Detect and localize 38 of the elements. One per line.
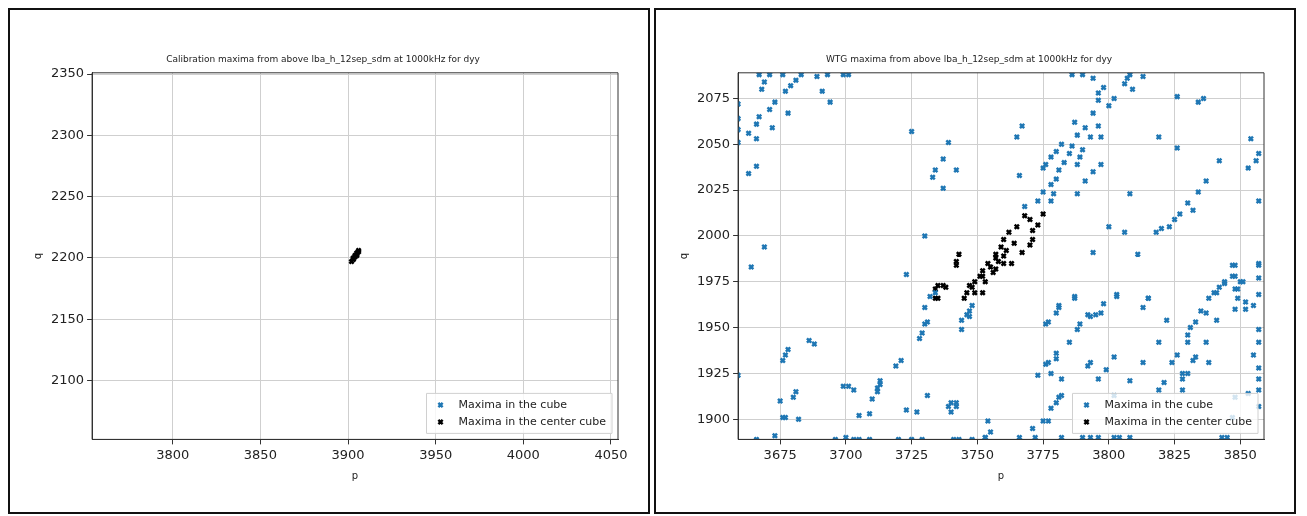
y-tick-label: 2150: [50, 310, 85, 326]
legend-label: Maxima in the center cube: [1104, 414, 1253, 428]
y-tick-label: 2075: [696, 89, 731, 105]
x-tick-label: 3725: [895, 446, 929, 462]
y-axis-title: q: [31, 252, 43, 260]
y-tick-label: 2300: [50, 126, 85, 142]
chart-title: Calibration maxima from above lba_h_12sep_sdm at 1000kHz for dyy: [166, 53, 481, 64]
y-tick-label: 2025: [696, 181, 731, 197]
legend-label: Maxima in the cube: [1104, 397, 1214, 411]
y-axis-title: q: [677, 252, 689, 260]
x-tick-label: 3750: [960, 446, 994, 462]
legend-label: Maxima in the center cube: [458, 414, 607, 428]
x-tick-label: 3775: [1026, 446, 1060, 462]
y-tick-label: 1975: [696, 273, 731, 289]
x-tick-label: 3800: [1092, 446, 1126, 462]
y-tick-label: 2350: [50, 65, 85, 81]
x-tick-label: 3900: [331, 446, 365, 462]
y-tick-label: 1950: [696, 318, 731, 334]
x-tick-label: 3700: [829, 446, 863, 462]
y-tick-label: 1925: [696, 364, 731, 380]
y-tick-label: 2000: [696, 227, 731, 243]
x-tick-label: 3800: [156, 446, 190, 462]
chart-title: WTG maxima from above lba_h_12sep_sdm at 1000kHz for dyy: [825, 53, 1113, 64]
y-tick-label: 2050: [696, 135, 731, 151]
x-tick-label: 4050: [594, 446, 628, 462]
x-tick-label: 4000: [506, 446, 540, 462]
x-axis-title: p: [997, 469, 1005, 481]
legend-label: Maxima in the cube: [458, 397, 568, 411]
y-tick-label: 1900: [696, 410, 731, 426]
y-tick-label: 2200: [50, 249, 85, 265]
x-tick-label: 3675: [763, 446, 797, 462]
x-tick-label: 3850: [1223, 446, 1257, 462]
y-tick-label: 2100: [50, 371, 85, 387]
x-axis-title: p: [351, 469, 359, 481]
x-tick-label: 3950: [419, 446, 453, 462]
x-tick-label: 3850: [243, 446, 277, 462]
x-tick-label: 3825: [1158, 446, 1192, 462]
y-tick-label: 2250: [50, 188, 85, 204]
